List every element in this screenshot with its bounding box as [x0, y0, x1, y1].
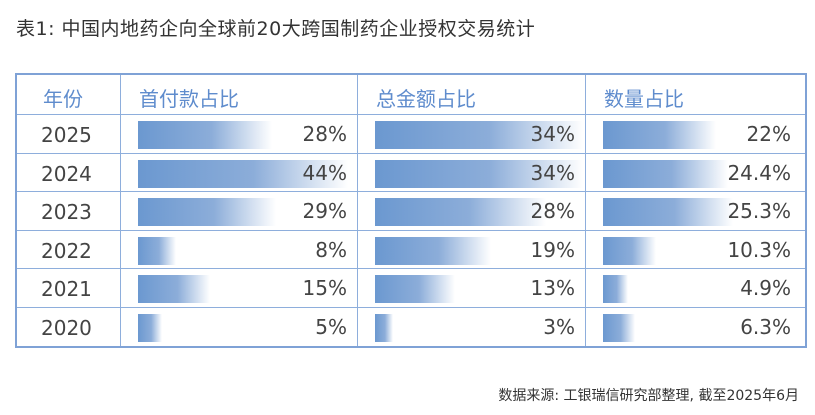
table-row: 2025 28% 34% 22% — [17, 115, 805, 154]
value-label: 29% — [302, 199, 347, 223]
data-bar — [138, 313, 162, 342]
data-bar — [375, 159, 583, 188]
value-label: 44% — [302, 160, 347, 185]
data-bar — [138, 159, 348, 188]
value-label: 15% — [302, 276, 347, 300]
table-row: 2021 15% 13% 4.9% — [17, 269, 805, 308]
data-bar-table: 年份 首付款占比 总金额占比 数量占比 2025 28% 34% 22% 2024 44%… — [15, 73, 807, 348]
data-bar — [603, 159, 729, 188]
value-label: 25.3% — [727, 199, 791, 223]
value-label: 5% — [315, 314, 347, 339]
header-total-amount-share: 总金额占比 — [376, 87, 476, 111]
value-label: 34% — [530, 160, 575, 185]
data-bar — [603, 313, 636, 342]
data-bar — [375, 121, 583, 149]
year-cell: 2021 — [41, 277, 92, 301]
header-row: 年份 首付款占比 总金额占比 数量占比 — [17, 75, 805, 115]
value-label: 3% — [543, 314, 575, 339]
value-label: 34% — [530, 122, 575, 146]
table-row: 2023 29% 28% 25.3% — [17, 192, 805, 231]
value-label: 22% — [746, 122, 791, 146]
data-bar — [603, 236, 656, 265]
data-bar — [138, 198, 277, 226]
data-bar — [138, 275, 210, 303]
data-bar — [375, 198, 547, 226]
header-count-share: 数量占比 — [604, 87, 684, 111]
value-label: 6.3% — [740, 314, 791, 339]
table-title: 表1: 中国内地药企向全球前20大跨国制药企业授权交易统计 — [16, 18, 536, 40]
year-cell: 2022 — [41, 238, 92, 263]
year-cell: 2023 — [41, 200, 92, 224]
value-label: 13% — [530, 276, 575, 300]
value-label: 24.4% — [727, 160, 791, 185]
value-label: 19% — [530, 237, 575, 262]
data-bar — [375, 313, 394, 342]
header-down-payment-share: 首付款占比 — [139, 87, 239, 111]
value-label: 28% — [530, 199, 575, 223]
data-bar — [138, 121, 272, 149]
value-label: 10.3% — [727, 237, 791, 262]
data-bar — [603, 121, 717, 149]
source-note: 数据来源: 工银瑞信研究部整理, 截至2025年6月 — [498, 388, 799, 404]
data-bar — [375, 275, 455, 303]
value-label: 28% — [302, 122, 347, 146]
data-bar — [375, 236, 492, 265]
value-label: 4.9% — [740, 276, 791, 300]
data-bar — [138, 236, 177, 265]
table-row: 2022 8% 19% 10.3% — [17, 230, 805, 269]
data-bar — [603, 275, 629, 303]
data-bar — [603, 198, 733, 226]
header-year: 年份 — [43, 87, 83, 111]
value-label: 8% — [315, 237, 347, 262]
year-cell: 2024 — [41, 161, 92, 186]
year-cell: 2025 — [41, 123, 92, 147]
year-cell: 2020 — [41, 315, 92, 340]
table-row: 2024 44% 34% 24.4% — [17, 153, 805, 192]
table-row: 2020 5% 3% 6.3% — [17, 307, 805, 346]
